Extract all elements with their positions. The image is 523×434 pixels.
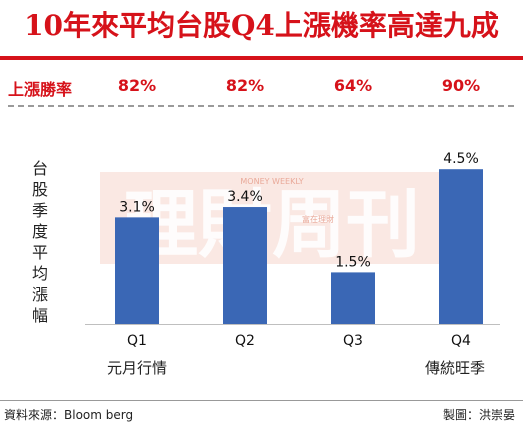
watermark-caption: MONEY WEEKLY: [240, 177, 303, 186]
watermark-slogan: 富在理財: [302, 214, 334, 224]
x-tick-label-q1: Q1: [127, 333, 147, 349]
y-axis-label-char: 幅: [31, 306, 48, 325]
y-axis-label: 台股季度平均漲幅: [30, 158, 50, 326]
data-label-q3: 1.5%: [335, 254, 371, 270]
y-axis-label-char: 平: [31, 243, 48, 262]
title-rule: [0, 56, 523, 60]
y-axis-label-char: 均: [31, 264, 48, 283]
y-axis-label-char: 漲: [31, 285, 48, 304]
y-axis-label-char: 季: [31, 201, 48, 220]
x-tick-label-q2: Q2: [235, 333, 255, 349]
win-rate-divider: [8, 105, 514, 107]
bar-q3: [331, 272, 375, 324]
win-rate-label: 上漲勝率: [8, 80, 73, 99]
bar-q2: [223, 207, 267, 324]
win-rate-q2: 82%: [225, 76, 265, 95]
bar-q4: [439, 169, 483, 324]
x-tick-label-q4: Q4: [451, 333, 471, 349]
win-rate-q3: 64%: [333, 76, 373, 95]
source-text: 資料來源：Bloom berg: [4, 408, 134, 422]
watermark-text: 理財周刊: [124, 182, 420, 268]
y-axis-label-char: 台: [31, 159, 48, 178]
win-rate-q4: 90%: [441, 76, 481, 95]
data-label-q2: 3.4%: [227, 189, 263, 205]
subcategory-label-q1: 元月行情: [106, 359, 167, 377]
subcategory-label-q4: 傳統旺季: [424, 359, 485, 377]
win-rate-q1: 82%: [117, 76, 157, 95]
data-label-q4: 4.5%: [443, 151, 479, 167]
footer-rule: [0, 400, 523, 401]
data-label-q1: 3.1%: [119, 199, 155, 215]
chart-title: 10年來平均台股Q4上漲機率高達九成: [24, 9, 499, 42]
x-tick-label-q3: Q3: [343, 333, 363, 349]
y-axis-label-char: 度: [31, 222, 48, 241]
bar-q1: [115, 217, 159, 324]
y-axis-label-char: 股: [31, 180, 48, 199]
credit-text: 製圖：洪崇晏: [442, 408, 515, 422]
